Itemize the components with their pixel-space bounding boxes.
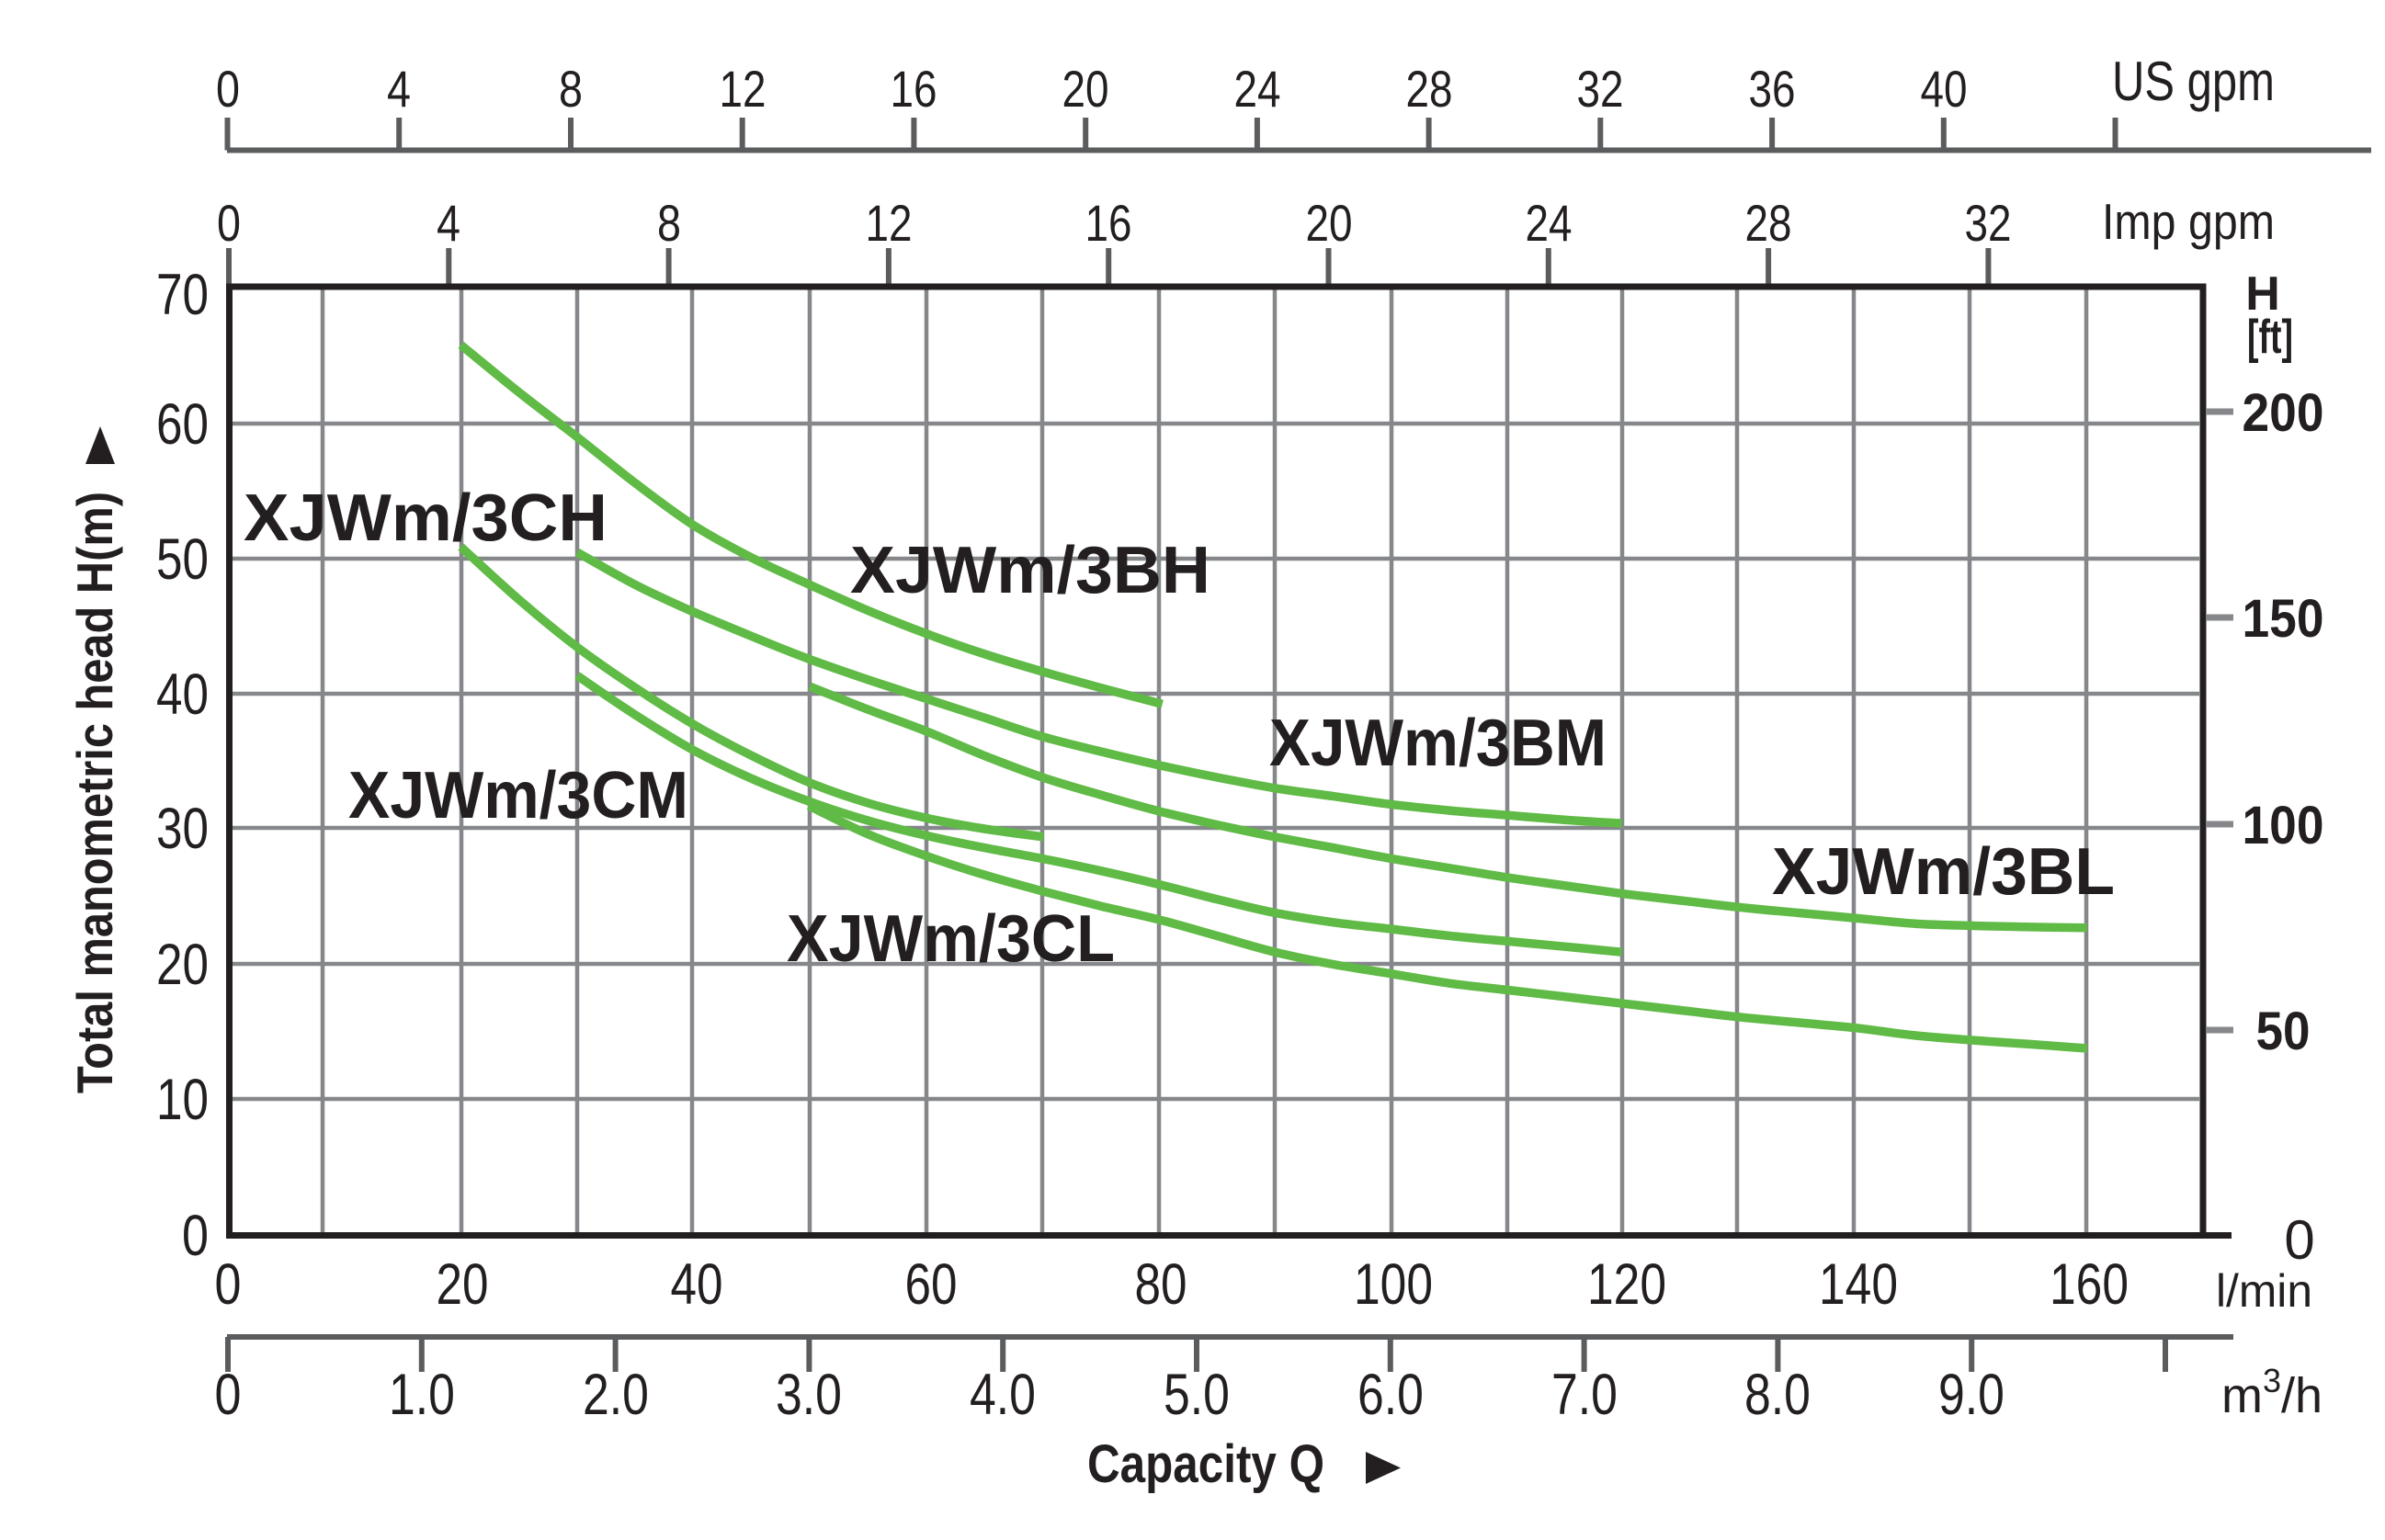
svg-text:32: 32 — [1965, 194, 2012, 252]
svg-text:4.0: 4.0 — [970, 1363, 1036, 1427]
svg-text:16: 16 — [891, 60, 937, 118]
svg-text:0: 0 — [215, 1252, 242, 1317]
svg-text:32: 32 — [1577, 60, 1624, 118]
svg-text:4: 4 — [437, 194, 460, 252]
svg-text:0: 0 — [2284, 1209, 2314, 1271]
svg-text:7.0: 7.0 — [1551, 1363, 1618, 1427]
svg-text:60: 60 — [156, 392, 209, 457]
svg-text:4: 4 — [387, 60, 411, 118]
svg-text:8: 8 — [559, 60, 583, 118]
svg-text:9.0: 9.0 — [1938, 1363, 2005, 1427]
svg-text:20: 20 — [156, 933, 209, 997]
svg-text:0: 0 — [182, 1204, 209, 1268]
svg-text:80: 80 — [1135, 1252, 1187, 1317]
svg-text:1.0: 1.0 — [389, 1363, 455, 1427]
svg-text:10: 10 — [156, 1068, 209, 1132]
svg-text:100: 100 — [2243, 796, 2324, 855]
svg-text:2.0: 2.0 — [583, 1363, 649, 1427]
svg-text:0: 0 — [217, 194, 241, 252]
svg-text:Capacity Q: Capacity Q — [1087, 1434, 1324, 1494]
svg-text:50: 50 — [156, 527, 209, 592]
svg-text:XJWm/3CL: XJWm/3CL — [787, 902, 1115, 976]
svg-text:20: 20 — [437, 1252, 489, 1317]
svg-text:3.0: 3.0 — [776, 1363, 842, 1427]
svg-text:Total manometric head H(m): Total manometric head H(m) — [66, 492, 123, 1093]
svg-text:24: 24 — [1234, 60, 1281, 118]
svg-text:40: 40 — [1921, 60, 1968, 118]
svg-text:120: 120 — [1587, 1252, 1666, 1317]
svg-text:l/min: l/min — [2216, 1265, 2312, 1317]
svg-text:20: 20 — [1306, 194, 1353, 252]
svg-text:XJWm/3CM: XJWm/3CM — [348, 759, 688, 832]
svg-text:28: 28 — [1745, 194, 1792, 252]
svg-text:8.0: 8.0 — [1744, 1363, 1811, 1427]
svg-text:0: 0 — [216, 60, 240, 118]
svg-text:5.0: 5.0 — [1164, 1363, 1230, 1427]
svg-text:28: 28 — [1406, 60, 1453, 118]
svg-text:36: 36 — [1749, 60, 1796, 118]
svg-text:12: 12 — [720, 60, 767, 118]
svg-text:30: 30 — [156, 797, 209, 861]
svg-text:20: 20 — [1062, 60, 1109, 118]
svg-text:60: 60 — [905, 1252, 958, 1317]
svg-text:16: 16 — [1085, 194, 1132, 252]
svg-text:XJWm/3BM: XJWm/3BM — [1269, 707, 1607, 780]
svg-text:0: 0 — [215, 1363, 242, 1427]
svg-text:8: 8 — [657, 194, 681, 252]
svg-text:XJWm/3CH: XJWm/3CH — [244, 481, 608, 555]
svg-text:150: 150 — [2243, 589, 2324, 649]
svg-text:40: 40 — [156, 662, 209, 727]
svg-text:200: 200 — [2243, 383, 2324, 443]
svg-text:160: 160 — [2050, 1252, 2129, 1317]
svg-text:50: 50 — [2256, 1002, 2311, 1061]
svg-text:6.0: 6.0 — [1357, 1363, 1424, 1427]
svg-text:140: 140 — [1819, 1252, 1898, 1317]
svg-text:100: 100 — [1354, 1252, 1433, 1317]
svg-text:70: 70 — [156, 263, 209, 327]
svg-text:24: 24 — [1526, 194, 1573, 252]
svg-text:12: 12 — [866, 194, 913, 252]
svg-text:XJWm/3BH: XJWm/3BH — [850, 534, 1210, 607]
svg-text:Imp gpm: Imp gpm — [2102, 193, 2275, 250]
svg-text:40: 40 — [671, 1252, 723, 1317]
svg-text:XJWm/3BL: XJWm/3BL — [1772, 835, 2115, 909]
svg-text:[ft]: [ft] — [2247, 311, 2293, 364]
svg-text:US gpm: US gpm — [2112, 51, 2275, 112]
svg-text:H: H — [2245, 267, 2280, 321]
